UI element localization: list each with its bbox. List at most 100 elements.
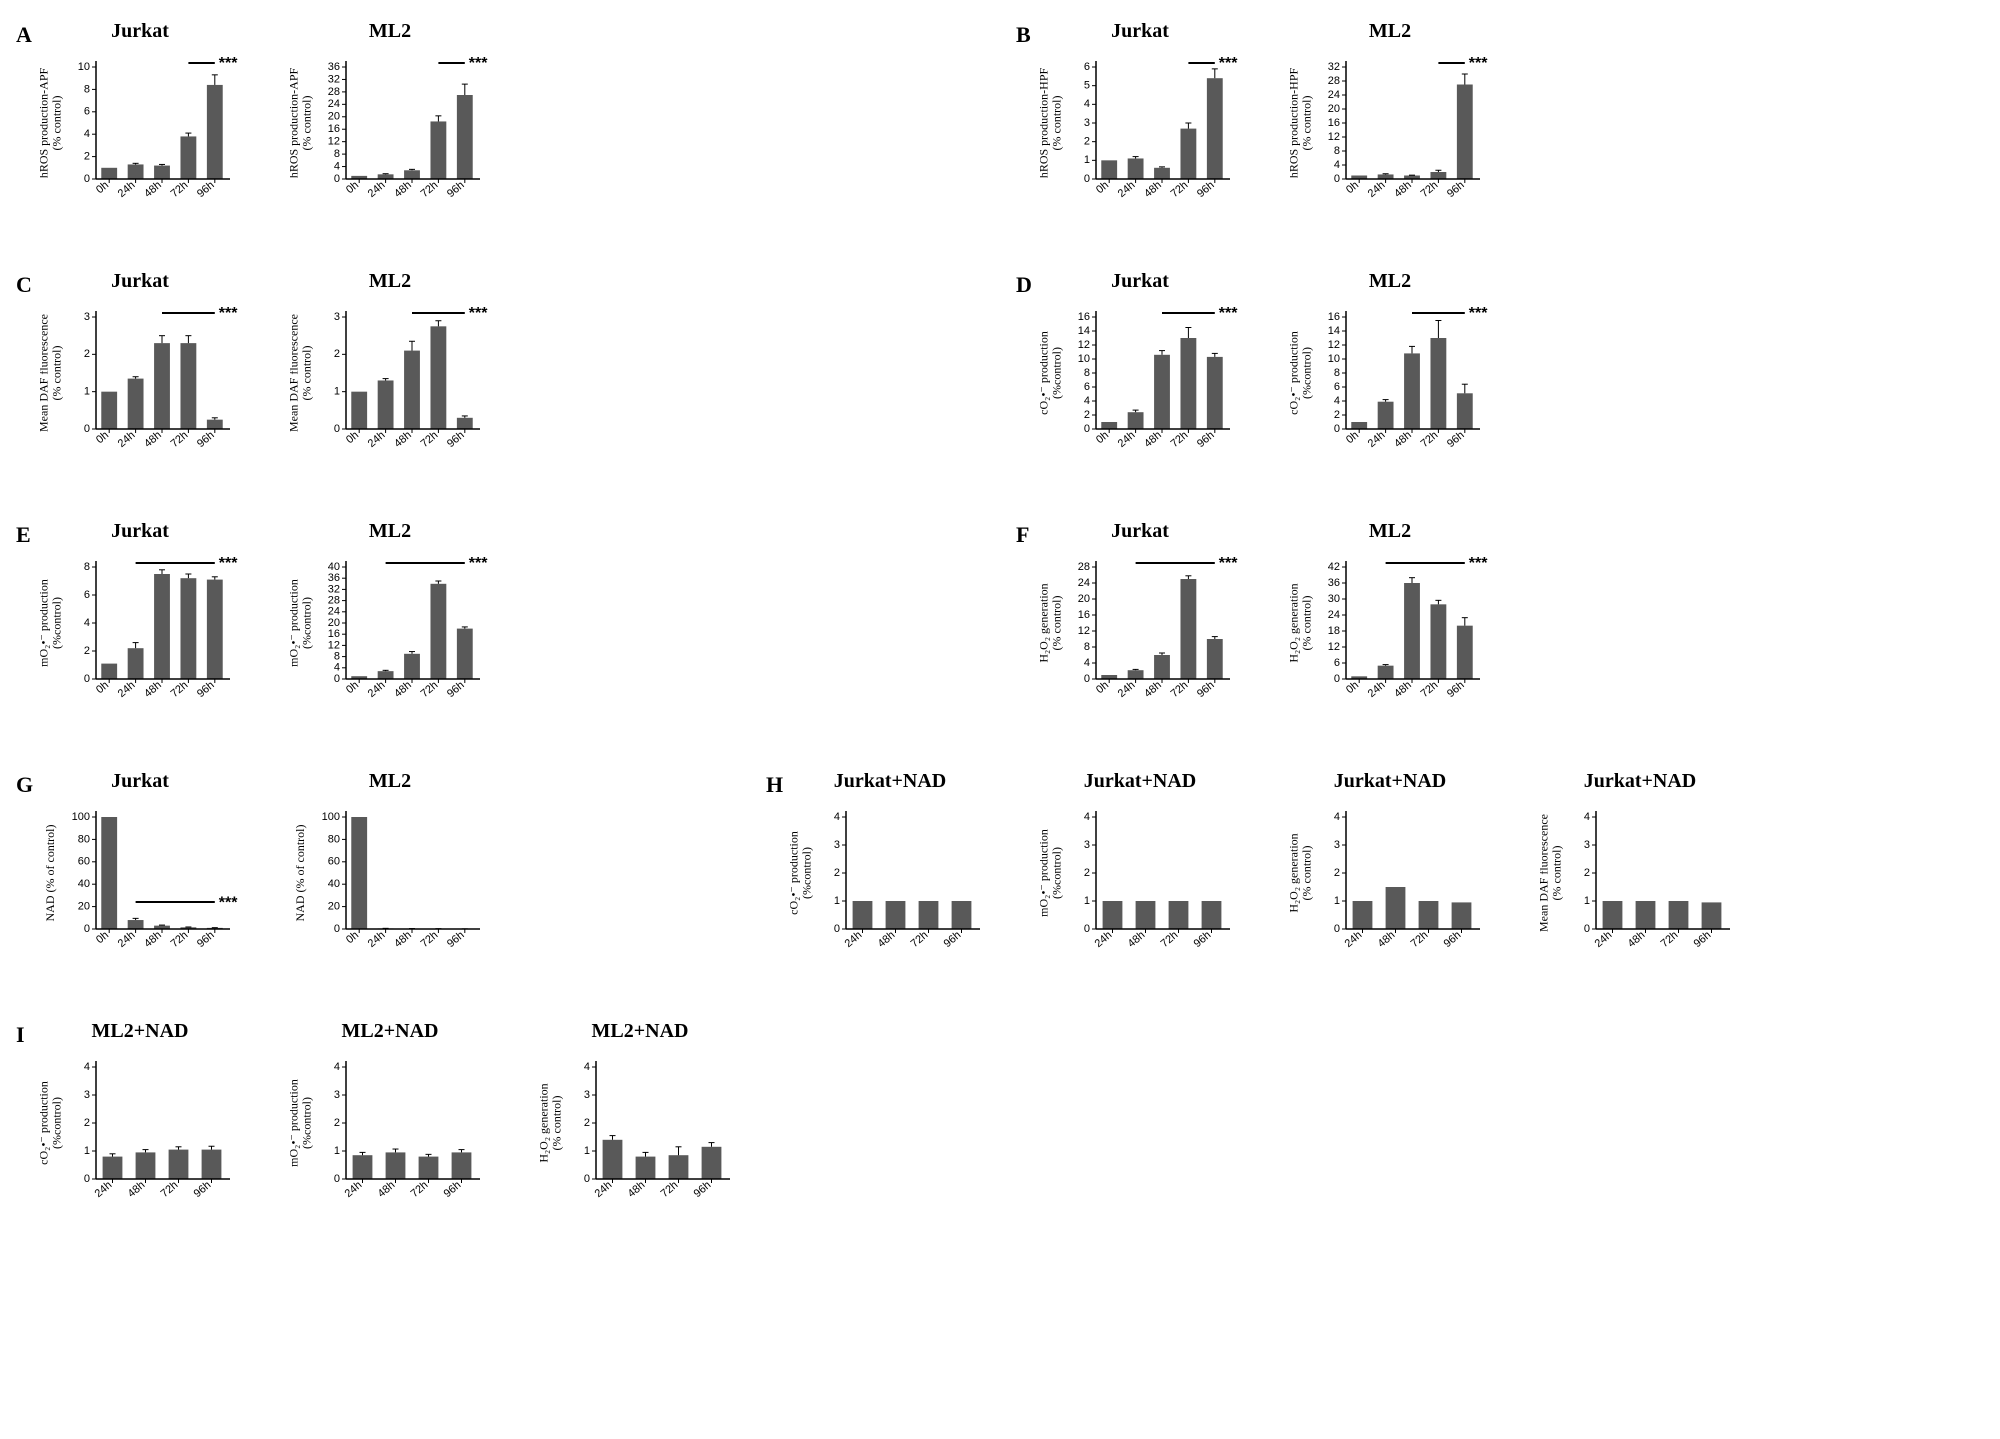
svg-text:0: 0 <box>584 1173 590 1185</box>
svg-text:8: 8 <box>334 148 340 160</box>
svg-text:72h: 72h <box>1419 429 1441 450</box>
svg-text:30: 30 <box>1328 593 1340 605</box>
svg-text:0h: 0h <box>1094 179 1111 196</box>
chart-title: Jurkat <box>1111 270 1169 293</box>
svg-text:36: 36 <box>328 61 340 73</box>
panel-empty <box>770 1020 1010 1260</box>
svg-text:12: 12 <box>328 639 340 651</box>
svg-text:***: *** <box>1469 55 1488 72</box>
panel-empty <box>1770 270 2000 510</box>
svg-text:1: 1 <box>334 386 340 398</box>
svg-text:0h: 0h <box>94 429 111 446</box>
svg-text:36: 36 <box>1328 577 1340 589</box>
panel-I2: ML2+NAD0123424h48h72h96hmO₂•⁻ production… <box>270 1020 510 1260</box>
svg-text:24h: 24h <box>116 929 138 950</box>
svg-text:NAD (% of control): NAD (% of control) <box>293 825 307 922</box>
panel-F2: ML2***061218243036420h24h48h72h96hH₂O₂ g… <box>1270 520 1510 760</box>
svg-text:60: 60 <box>328 856 340 868</box>
svg-text:0: 0 <box>834 923 840 935</box>
svg-text:hROS production-APF(% control): hROS production-APF(% control) <box>40 68 64 179</box>
svg-text:4: 4 <box>334 1061 340 1073</box>
svg-text:5: 5 <box>1084 80 1090 92</box>
svg-text:16: 16 <box>328 123 340 135</box>
svg-text:20: 20 <box>1078 593 1090 605</box>
chart-B1: ***01234560h24h48h72h96hhROS production-… <box>1040 45 1240 225</box>
chart-A2: ***048121620242832360h24h48h72h96hhROS p… <box>290 45 490 225</box>
svg-text:***: *** <box>219 55 238 72</box>
svg-text:2: 2 <box>1084 136 1090 148</box>
svg-text:72h: 72h <box>1159 929 1181 950</box>
svg-text:24h: 24h <box>116 179 138 200</box>
chart-E1: ***024680h24h48h72h96hmO₂•⁻ production(%… <box>40 545 240 725</box>
svg-text:48h: 48h <box>142 929 164 950</box>
svg-text:40: 40 <box>328 878 340 890</box>
chart-wrap: ***024680h24h48h72h96hmO₂•⁻ production(%… <box>40 545 240 725</box>
chart-title: Jurkat+NAD <box>834 770 947 793</box>
svg-text:2: 2 <box>1334 867 1340 879</box>
svg-text:0h: 0h <box>344 179 361 196</box>
svg-text:72h: 72h <box>169 429 191 450</box>
svg-text:0: 0 <box>84 173 90 185</box>
svg-text:3: 3 <box>334 1089 340 1101</box>
chart-wrap: ***02468100h24h48h72h96hhROS production-… <box>40 45 240 225</box>
panel-empty <box>1770 520 2000 760</box>
svg-text:72h: 72h <box>419 679 441 700</box>
svg-text:6: 6 <box>84 106 90 118</box>
chart-wrap: 0123424h48h72h96hH₂O₂ generation(% contr… <box>1290 795 1490 975</box>
svg-text:0h: 0h <box>1094 679 1111 696</box>
svg-text:3: 3 <box>84 1089 90 1101</box>
svg-text:24h: 24h <box>116 679 138 700</box>
svg-text:4: 4 <box>334 662 340 674</box>
panel-D2: ML2***02468101214160h24h48h72h96hcO₂•⁻ p… <box>1270 270 1510 510</box>
svg-text:48h: 48h <box>392 179 414 200</box>
svg-text:96h: 96h <box>445 679 467 700</box>
svg-text:24h: 24h <box>116 429 138 450</box>
svg-text:72h: 72h <box>419 929 441 950</box>
svg-text:hROS production-APF(% control): hROS production-APF(% control) <box>290 68 314 179</box>
chart-wrap: 0123424h48h72h96hH₂O₂ generation(% contr… <box>540 1045 740 1225</box>
svg-text:48h: 48h <box>142 429 164 450</box>
svg-text:32: 32 <box>328 583 340 595</box>
svg-text:72h: 72h <box>419 179 441 200</box>
svg-text:24h: 24h <box>593 1179 615 1200</box>
chart-title: Jurkat+NAD <box>1334 770 1447 793</box>
svg-text:96h: 96h <box>942 929 964 950</box>
svg-text:24h: 24h <box>343 1179 365 1200</box>
svg-text:40: 40 <box>328 561 340 573</box>
svg-text:2: 2 <box>84 1117 90 1129</box>
chart-wrap: ***04812162024280h24h48h72h96hH₂O₂ gener… <box>1040 545 1240 725</box>
chart-wrap: ***01234560h24h48h72h96hhROS production-… <box>1040 45 1240 225</box>
svg-text:12: 12 <box>1078 339 1090 351</box>
svg-text:18: 18 <box>1328 625 1340 637</box>
svg-text:3: 3 <box>584 1089 590 1101</box>
svg-text:96h: 96h <box>692 1179 714 1200</box>
svg-text:24h: 24h <box>366 929 388 950</box>
svg-text:0: 0 <box>84 423 90 435</box>
svg-text:48h: 48h <box>1392 429 1414 450</box>
svg-text:48h: 48h <box>1376 929 1398 950</box>
svg-text:0: 0 <box>1584 923 1590 935</box>
svg-text:28: 28 <box>1328 75 1340 87</box>
svg-text:2: 2 <box>84 645 90 657</box>
svg-text:1: 1 <box>334 1145 340 1157</box>
chart-title: Jurkat <box>111 770 169 793</box>
svg-text:0: 0 <box>1084 423 1090 435</box>
chart-wrap: ***04812162024283236400h24h48h72h96hmO₂•… <box>290 545 490 725</box>
panel-F1: FJurkat***04812162024280h24h48h72h96hH₂O… <box>1020 520 1260 760</box>
svg-text:96h: 96h <box>195 179 217 200</box>
chart-wrap: 0123424h48h72h96hcO₂•⁻ production(%contr… <box>40 1045 240 1225</box>
svg-text:6: 6 <box>1334 381 1340 393</box>
svg-text:1: 1 <box>1084 154 1090 166</box>
svg-text:4: 4 <box>1084 811 1090 823</box>
svg-text:8: 8 <box>1084 367 1090 379</box>
svg-text:72h: 72h <box>169 929 191 950</box>
svg-text:2: 2 <box>1084 867 1090 879</box>
svg-text:72h: 72h <box>1419 679 1441 700</box>
svg-text:cO₂•⁻ production(%control): cO₂•⁻ production(%control) <box>40 1081 64 1165</box>
svg-text:12: 12 <box>1078 625 1090 637</box>
chart-wrap: ***01230h24h48h72h96hMean DAF fluorescen… <box>40 295 240 475</box>
svg-text:80: 80 <box>78 833 90 845</box>
svg-text:72h: 72h <box>159 1179 181 1200</box>
chart-wrap: 0123424h48h72h96hmO₂•⁻ production(%contr… <box>1040 795 1240 975</box>
svg-text:10: 10 <box>1328 353 1340 365</box>
